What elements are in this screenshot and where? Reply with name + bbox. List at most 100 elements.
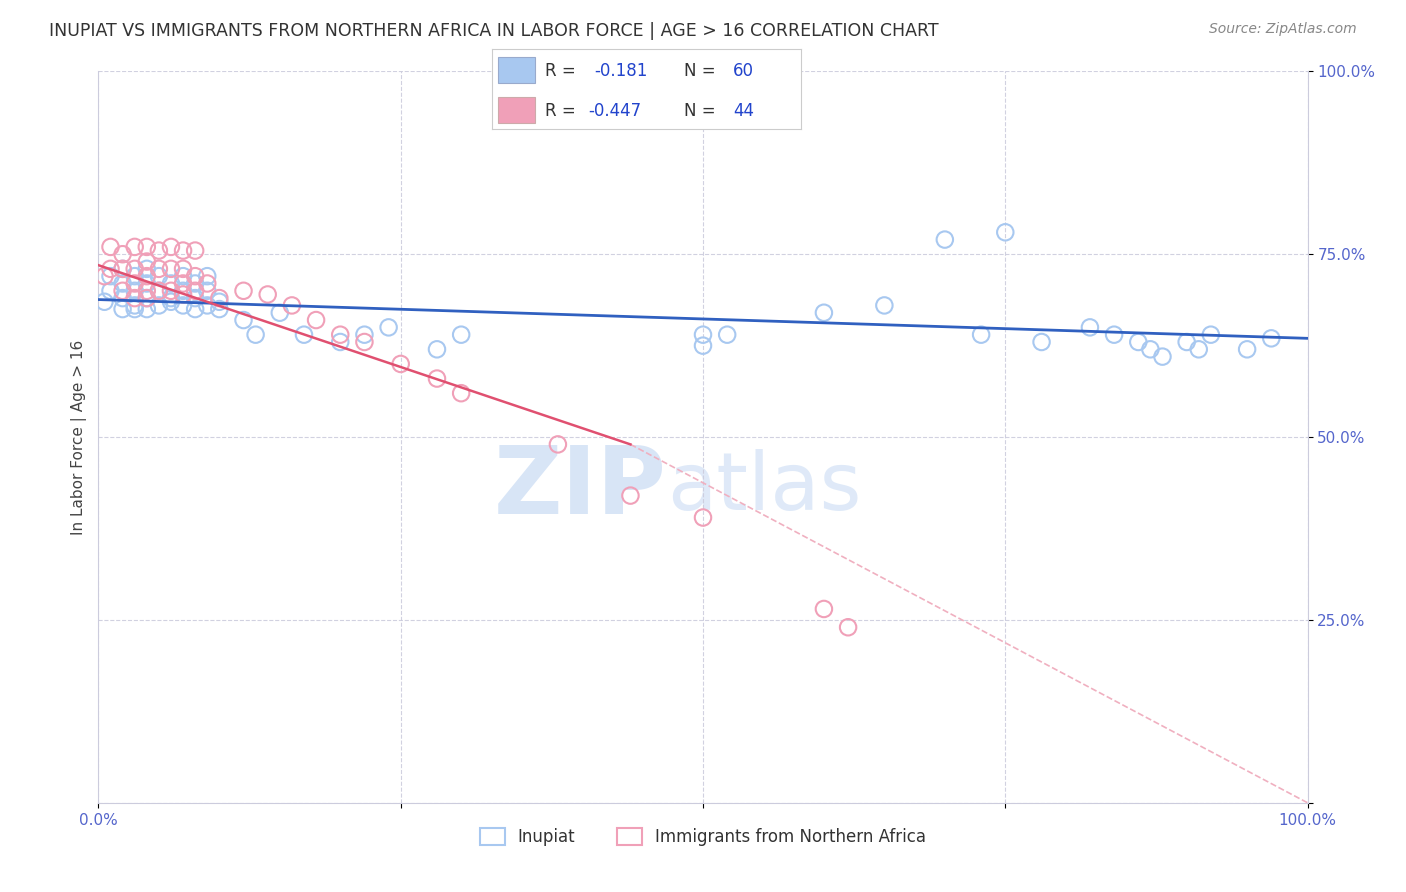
Point: [100, 269, 122, 284]
Point: [135, 284, 157, 298]
Point: [292, 327, 315, 342]
Point: [195, 284, 218, 298]
Point: [111, 261, 134, 276]
Point: [100, 240, 122, 254]
Point: [135, 291, 157, 305]
Y-axis label: In Labor Force | Age > 16: In Labor Force | Age > 16: [72, 340, 87, 534]
Point: [389, 357, 412, 371]
Point: [111, 247, 134, 261]
Point: [124, 301, 146, 317]
Point: [813, 602, 835, 616]
Point: [160, 261, 183, 276]
Point: [172, 287, 194, 301]
Point: [1260, 331, 1282, 345]
Text: R =: R =: [544, 62, 586, 79]
Point: [100, 284, 122, 298]
Point: [245, 327, 267, 342]
Point: [1236, 343, 1258, 357]
Point: [135, 269, 157, 284]
Point: [111, 284, 134, 298]
Point: [124, 277, 146, 291]
Point: [148, 261, 170, 276]
Point: [160, 294, 183, 309]
Bar: [498, 97, 536, 123]
Point: [329, 334, 352, 349]
Point: [970, 327, 993, 342]
Point: [135, 240, 157, 254]
Point: [160, 240, 183, 254]
Point: [692, 327, 714, 342]
Text: Source: ZipAtlas.com: Source: ZipAtlas.com: [1209, 22, 1357, 37]
Point: [160, 291, 183, 305]
Point: [1175, 334, 1198, 349]
Text: INUPIAT VS IMMIGRANTS FROM NORTHERN AFRICA IN LABOR FORCE | AGE > 16 CORRELATION: INUPIAT VS IMMIGRANTS FROM NORTHERN AFRI…: [49, 22, 939, 40]
Point: [1078, 320, 1101, 334]
Point: [184, 277, 207, 291]
Point: [837, 620, 859, 634]
Point: [1139, 343, 1161, 357]
Point: [184, 291, 207, 305]
Point: [160, 284, 183, 298]
Point: [208, 301, 231, 317]
Point: [208, 294, 231, 309]
Point: [172, 244, 194, 258]
Point: [269, 306, 291, 320]
Point: [93, 294, 115, 309]
Text: 44: 44: [734, 102, 755, 120]
Point: [124, 284, 146, 298]
Point: [619, 489, 641, 503]
Point: [135, 261, 157, 276]
Point: [172, 284, 194, 298]
Point: [426, 343, 449, 357]
Point: [692, 338, 714, 352]
Point: [124, 298, 146, 312]
Point: [1199, 327, 1222, 342]
Point: [172, 269, 194, 284]
Bar: [498, 57, 536, 83]
Point: [135, 277, 157, 291]
Point: [148, 284, 170, 298]
Point: [135, 291, 157, 305]
Text: 60: 60: [734, 62, 755, 79]
Text: N =: N =: [683, 102, 721, 120]
Text: -0.447: -0.447: [588, 102, 641, 120]
Text: atlas: atlas: [666, 450, 860, 527]
Point: [124, 261, 146, 276]
Point: [692, 510, 714, 524]
Point: [124, 240, 146, 254]
Point: [148, 284, 170, 298]
Point: [160, 277, 183, 291]
Point: [195, 298, 218, 312]
Point: [184, 284, 207, 298]
Point: [195, 277, 218, 291]
Point: [450, 327, 472, 342]
Point: [305, 313, 328, 327]
Point: [111, 277, 134, 291]
Point: [256, 287, 278, 301]
Text: N =: N =: [683, 62, 721, 79]
Legend: Inupiat, Immigrants from Northern Africa: Inupiat, Immigrants from Northern Africa: [472, 822, 934, 853]
Point: [329, 327, 352, 342]
Point: [148, 244, 170, 258]
Point: [377, 320, 399, 334]
Point: [184, 301, 207, 317]
Point: [232, 313, 254, 327]
Point: [135, 254, 157, 268]
Point: [111, 291, 134, 305]
Point: [100, 261, 122, 276]
Point: [353, 327, 375, 342]
Point: [148, 269, 170, 284]
Text: ZIP: ZIP: [494, 442, 666, 534]
Point: [172, 298, 194, 312]
Point: [1031, 334, 1053, 349]
Point: [1102, 327, 1125, 342]
Point: [994, 225, 1017, 239]
Point: [281, 298, 304, 312]
Point: [873, 298, 896, 312]
Point: [148, 298, 170, 312]
Point: [184, 269, 207, 284]
Point: [172, 277, 194, 291]
Point: [1152, 350, 1174, 364]
Point: [111, 301, 134, 317]
Point: [124, 269, 146, 284]
